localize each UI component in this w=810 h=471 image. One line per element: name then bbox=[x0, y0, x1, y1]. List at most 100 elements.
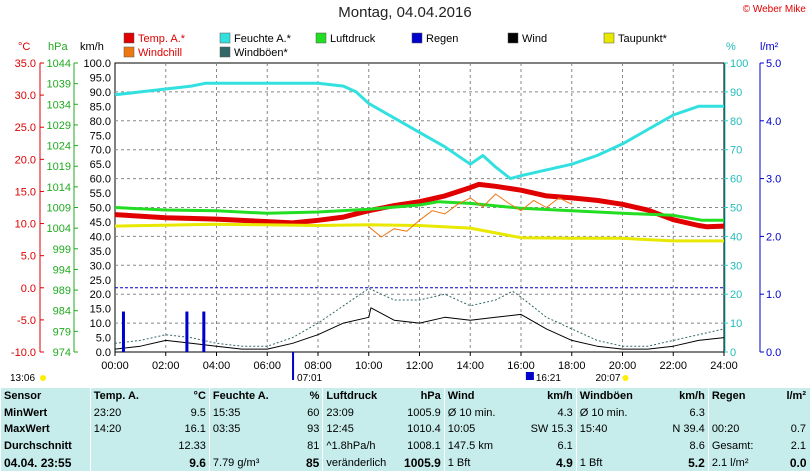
cell: 03:35 bbox=[208, 421, 294, 438]
cell: 0.7 bbox=[771, 421, 810, 438]
hdr-pres-unit: hPa bbox=[399, 388, 445, 405]
humidity-tick-label: 90 bbox=[730, 87, 742, 99]
legend-label: Regen bbox=[426, 33, 458, 45]
humidity-tick-label: 0 bbox=[730, 347, 736, 359]
wind-tick-label: 90.0 bbox=[90, 87, 111, 99]
row-label: 04.04. 23:55 bbox=[0, 454, 91, 471]
weather-chart: Temp. A.* Feuchte A.* Luftdruck Regen Wind Ta… bbox=[10, 32, 781, 384]
wind-tick-label: 30.0 bbox=[90, 260, 111, 272]
wind-tick-label: 20.0 bbox=[90, 289, 111, 301]
series-line bbox=[368, 193, 573, 238]
humidity-tick-label: 50 bbox=[730, 203, 742, 215]
cell: veränderlich bbox=[322, 454, 400, 471]
rain-tick-label: 2.0 bbox=[766, 231, 781, 243]
wind-unit: km/h bbox=[80, 41, 104, 53]
hdr-gust: Windböen bbox=[575, 388, 645, 405]
time-tick-label: 12:00 bbox=[406, 360, 434, 372]
cell: 2.1 bbox=[771, 437, 810, 455]
legend-label: Wind bbox=[522, 33, 547, 45]
series-line bbox=[114, 181, 725, 230]
row-label: MinWert bbox=[0, 404, 91, 422]
time-tick-label: 16:00 bbox=[507, 360, 535, 372]
rain-bar bbox=[202, 311, 206, 352]
series-line bbox=[114, 307, 725, 350]
cell: SW 15.3 bbox=[507, 421, 577, 438]
legend-swatch bbox=[411, 32, 423, 44]
hdr-hum-unit: % bbox=[293, 388, 323, 405]
rain-bar bbox=[121, 311, 125, 352]
dawn-label: 13:06 bbox=[10, 373, 35, 384]
cell: 147.5 km bbox=[443, 437, 508, 455]
rain-tick-label: 1.0 bbox=[766, 289, 781, 301]
cell: 1008.1 bbox=[399, 437, 445, 455]
legend-label: Feuchte A.* bbox=[234, 33, 292, 45]
hdr-gust-unit: km/h bbox=[644, 388, 709, 405]
cell: 7.79 g/m³ bbox=[208, 454, 294, 471]
rain-tick-label: 5.0 bbox=[766, 58, 781, 70]
hdr-rain-unit: l/m² bbox=[771, 388, 810, 405]
noon-label: 16:21 bbox=[536, 373, 561, 384]
temp-tick-label: 25.0 bbox=[15, 122, 36, 134]
series-line bbox=[114, 81, 724, 181]
humidity-tick-label: 80 bbox=[730, 116, 742, 128]
time-tick-label: 04:00 bbox=[203, 360, 231, 372]
cell bbox=[89, 454, 175, 471]
wind-tick-label: 5.0 bbox=[96, 333, 111, 345]
wind-tick-label: 60.0 bbox=[90, 174, 111, 186]
temp-tick-label: 15.0 bbox=[15, 186, 36, 198]
rain-bar bbox=[185, 311, 189, 352]
cell bbox=[707, 404, 772, 422]
humidity-tick-label: 20 bbox=[730, 289, 742, 301]
hdr-wind-unit: km/h bbox=[507, 388, 577, 405]
stats-header-row: Sensor Temp. A. °C Feuchte A. % Luftdruc… bbox=[0, 388, 810, 405]
hdr-wind: Wind bbox=[443, 388, 508, 405]
cell: 5.2 bbox=[644, 454, 709, 471]
cell: 60 bbox=[293, 404, 323, 422]
temp-tick-label: -5.0 bbox=[17, 315, 36, 327]
pressure-tick-label: 1009 bbox=[47, 203, 71, 215]
legend-label: Temp. A.* bbox=[138, 33, 186, 45]
cell: Ø 10 min. bbox=[575, 404, 645, 422]
cell: 1005.9 bbox=[399, 404, 445, 422]
copyright: © Weber Mike bbox=[742, 4, 806, 15]
humidity-tick-label: 100 bbox=[730, 58, 748, 70]
chart-legend: Temp. A.* Feuchte A.* Luftdruck Regen Wind Ta… bbox=[123, 32, 668, 59]
pressure-tick-label: 1044 bbox=[47, 58, 71, 70]
cell: Gesamt: bbox=[707, 437, 772, 455]
wind-tick-label: 100.0 bbox=[83, 58, 111, 70]
cell: 15:35 bbox=[208, 404, 294, 422]
humidity-tick-label: 60 bbox=[730, 174, 742, 186]
cell: 23:20 bbox=[89, 404, 175, 422]
pressure-tick-label: 1024 bbox=[47, 141, 71, 153]
humidity-tick-label: 70 bbox=[730, 145, 742, 157]
wind-tick-label: 10.0 bbox=[90, 318, 111, 330]
legend-swatch bbox=[315, 32, 327, 44]
legend-swatch bbox=[123, 32, 135, 44]
pressure-tick-label: 984 bbox=[53, 306, 71, 318]
cell: 23:09 bbox=[322, 404, 400, 422]
legend-label: Taupunkt* bbox=[618, 33, 668, 45]
temp-tick-label: 5.0 bbox=[21, 251, 36, 263]
legend-label: Luftdruck bbox=[330, 33, 376, 45]
cell: Ø 10 min. bbox=[443, 404, 508, 422]
cell: 1 Bft bbox=[575, 454, 645, 471]
chart-series bbox=[114, 81, 725, 352]
cell: 8.6 bbox=[644, 437, 709, 455]
pressure-tick-label: 974 bbox=[53, 347, 71, 359]
legend-swatch bbox=[603, 32, 615, 44]
time-tick-label: 24:00 bbox=[710, 360, 738, 372]
temp-unit: °C bbox=[18, 41, 30, 53]
legend-swatch bbox=[219, 32, 231, 44]
time-tick-label: 08:00 bbox=[304, 360, 332, 372]
wind-tick-label: 40.0 bbox=[90, 231, 111, 243]
row-label: MaxWert bbox=[0, 421, 91, 438]
cell: ^1.8hPa/h bbox=[322, 437, 400, 455]
axis-units: °C hPa km/h% l/m² bbox=[18, 41, 779, 53]
wind-tick-label: 45.0 bbox=[90, 217, 111, 229]
time-tick-label: 00:00 bbox=[101, 360, 129, 372]
cell: 81 bbox=[293, 437, 323, 455]
sun-markers: 13:06 07:01 16:21 20:07 bbox=[10, 352, 629, 384]
pressure-tick-label: 1029 bbox=[47, 120, 71, 132]
time-tick-label: 20:00 bbox=[609, 360, 637, 372]
cell: 0.0 bbox=[771, 454, 810, 471]
